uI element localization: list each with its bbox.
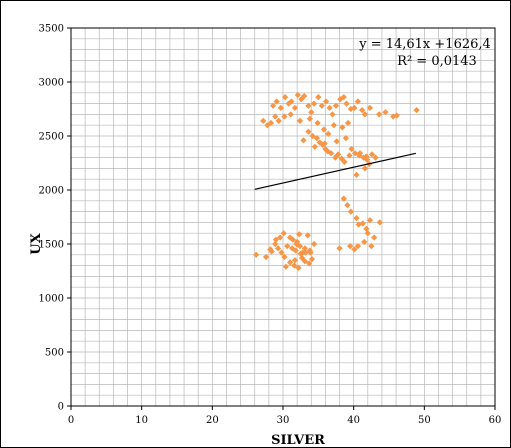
x-tick-label: 30 xyxy=(277,415,290,426)
data-point xyxy=(366,217,374,224)
data-point xyxy=(274,245,282,252)
y-tick-label: 2500 xyxy=(39,132,64,143)
x-tick-label: 10 xyxy=(135,415,148,426)
data-point xyxy=(282,263,289,270)
data-point xyxy=(291,257,299,264)
data-point xyxy=(347,208,354,215)
data-point xyxy=(253,251,260,258)
y-tick-label: 1500 xyxy=(39,240,64,251)
x-tick-labels: 0 10 20 30 40 50 60 xyxy=(68,406,502,426)
x-tick-label: 50 xyxy=(418,415,431,426)
y-tick-labels: 0 500 1000 1500 2000 2500 3000 3500 xyxy=(39,24,71,413)
data-point xyxy=(306,260,313,267)
y-axis-title: UX xyxy=(29,232,44,254)
data-point xyxy=(353,171,360,178)
y-tick-label: 1000 xyxy=(39,294,64,305)
trendline-group xyxy=(254,152,416,190)
data-point xyxy=(348,145,355,153)
data-point xyxy=(308,256,316,263)
trendline-equation: y = 14,61x +1626,4 xyxy=(358,37,491,52)
data-point xyxy=(286,259,294,266)
y-tick-label: 0 xyxy=(58,402,64,413)
y-tick-label: 3500 xyxy=(39,24,64,35)
data-point xyxy=(336,245,343,252)
data-point xyxy=(291,262,298,269)
x-tick-label: 60 xyxy=(489,415,502,426)
trendline xyxy=(254,152,416,190)
data-point xyxy=(295,264,302,271)
y-tick-label: 500 xyxy=(45,348,64,359)
r-squared-label: R² = 0,0143 xyxy=(397,54,477,69)
data-point xyxy=(372,154,379,161)
x-tick-label: 40 xyxy=(347,415,360,426)
x-axis-title: SILVER xyxy=(271,433,325,448)
data-point xyxy=(301,245,309,252)
x-tick-label: 0 xyxy=(68,415,74,426)
data-point xyxy=(281,253,288,261)
x-tick-label: 20 xyxy=(206,415,219,426)
y-tick-label: 3000 xyxy=(39,78,64,89)
data-point xyxy=(300,137,307,144)
y-tick-label: 2000 xyxy=(39,186,64,197)
